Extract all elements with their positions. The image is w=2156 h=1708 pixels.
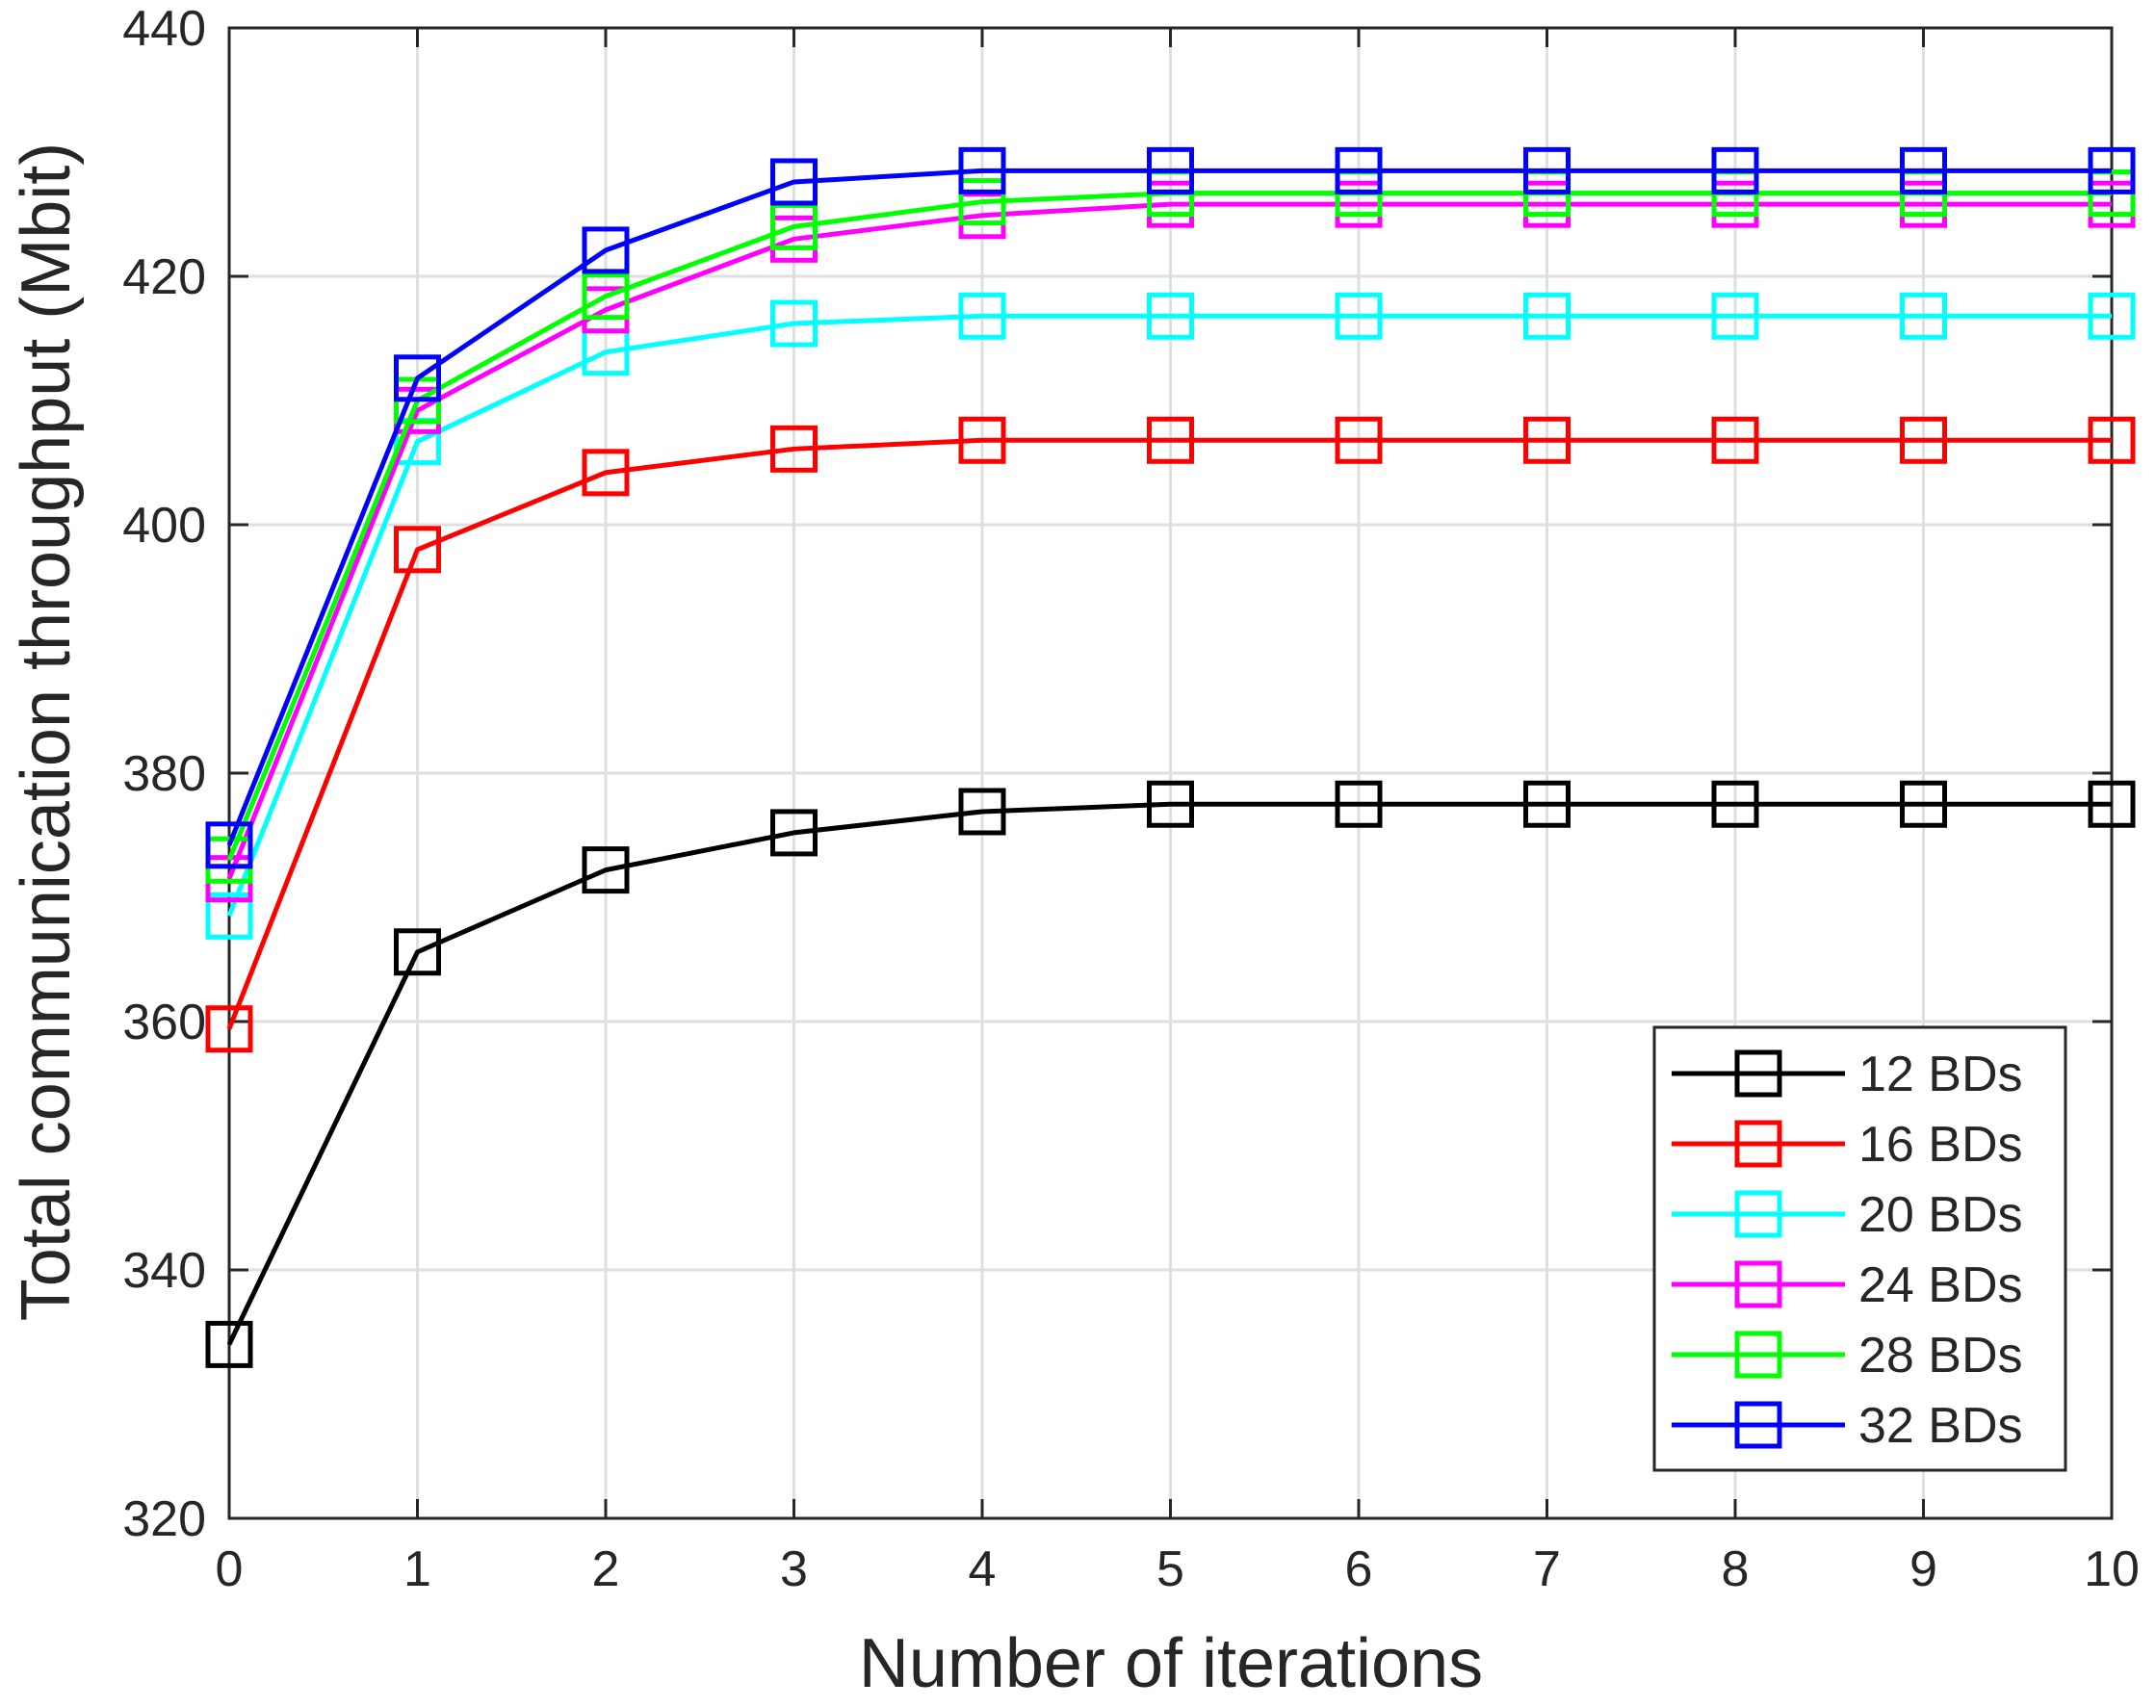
y-tick-label: 360: [122, 995, 206, 1050]
y-tick-label: 400: [122, 498, 206, 554]
x-tick-label: 3: [780, 1541, 808, 1597]
legend-entry-28-bds: 28 BDs: [1672, 1328, 2023, 1384]
data-series: [205, 146, 2136, 1368]
data-point-12-bds: [958, 788, 1006, 836]
series-16-bds: [205, 416, 2136, 1053]
x-tick-label: 8: [1722, 1541, 1750, 1597]
data-point-20-bds: [958, 292, 1006, 340]
axis-ticks: 0 1 2 3 4 5 6 7 8 9 10 320 340 360 380 400 420 440: [122, 1, 2140, 1597]
data-point-16-bds: [1147, 416, 1194, 464]
data-point-12-bds: [205, 1320, 253, 1368]
data-point-12-bds: [1711, 780, 1759, 828]
data-point-32-bds: [394, 354, 441, 402]
data-point-16-bds: [958, 416, 1006, 464]
data-point-16-bds: [1335, 416, 1383, 464]
series-line-12-bds: [226, 801, 2112, 1346]
data-point-16-bds: [205, 1005, 253, 1053]
data-point-12-bds: [1335, 780, 1383, 828]
legend-box: [1652, 1025, 2067, 1472]
y-tick-label: 340: [122, 1243, 206, 1299]
data-point-12-bds: [770, 809, 818, 857]
y-tick-label: 420: [122, 249, 206, 305]
data-point-32-bds: [770, 158, 818, 206]
data-point-16-bds: [1523, 416, 1571, 464]
x-tick-label: 5: [1156, 1541, 1184, 1597]
series-12-bds: [205, 780, 2136, 1368]
legend-entry-16-bds: 16 BDs: [1672, 1117, 2023, 1173]
data-point-20-bds: [1147, 292, 1194, 340]
data-point-32-bds: [1711, 146, 1759, 194]
y-axis-title: Total communication throughput (Mbit): [8, 142, 85, 1322]
data-point-32-bds: [1335, 146, 1383, 194]
data-point-20-bds: [1335, 292, 1383, 340]
legend-marker-16-bds: [1734, 1120, 1782, 1168]
series-32-bds: [205, 146, 2136, 869]
legend-label-12-bds: 12 BDs: [1858, 1047, 2023, 1102]
legend-marker-20-bds: [1734, 1190, 1782, 1238]
y-tick-label: 380: [122, 746, 206, 802]
data-point-12-bds: [2088, 780, 2136, 828]
data-point-32-bds: [1147, 146, 1194, 194]
x-tick-label: 0: [216, 1541, 244, 1597]
data-point-20-bds: [1523, 292, 1571, 340]
legend-label-24-bds: 24 BDs: [1858, 1257, 2023, 1313]
legend-marker-24-bds: [1734, 1260, 1782, 1308]
legend-entry-24-bds: 24 BDs: [1672, 1257, 2023, 1313]
x-tick-label: 9: [1909, 1541, 1937, 1597]
data-point-16-bds: [394, 526, 441, 574]
x-tick-label: 6: [1345, 1541, 1373, 1597]
data-point-32-bds: [2088, 146, 2136, 194]
legend-label-32-bds: 32 BDs: [1858, 1398, 2023, 1454]
data-point-28-bds: [958, 178, 1006, 226]
series-line-16-bds: [226, 437, 2112, 1030]
data-point-20-bds: [770, 299, 818, 348]
data-point-12-bds: [582, 846, 630, 894]
data-point-32-bds: [1900, 146, 1947, 194]
legend-marker-32-bds: [1734, 1401, 1782, 1449]
series-line-20-bds: [226, 313, 2112, 918]
data-point-12-bds: [1523, 780, 1571, 828]
data-point-20-bds: [205, 892, 253, 940]
legend-entry-20-bds: 20 BDs: [1672, 1187, 2023, 1243]
legend-label-28-bds: 28 BDs: [1858, 1328, 2023, 1384]
series-line-24-bds: [226, 201, 2112, 880]
legend-entry-32-bds: 32 BDs: [1672, 1398, 2023, 1454]
data-point-16-bds: [582, 449, 630, 497]
x-tick-label: 7: [1533, 1541, 1561, 1597]
data-point-32-bds: [205, 821, 253, 869]
legend-marker-28-bds: [1734, 1331, 1782, 1379]
legend-marker-12-bds: [1734, 1049, 1782, 1098]
legend-label-16-bds: 16 BDs: [1858, 1117, 2023, 1173]
data-point-16-bds: [1900, 416, 1947, 464]
series-line-32-bds: [226, 168, 2112, 846]
y-tick-label: 440: [122, 1, 206, 57]
legend-entry-12-bds: 12 BDs: [1672, 1047, 2023, 1102]
series-20-bds: [205, 292, 2136, 940]
legend-label-20-bds: 20 BDs: [1858, 1187, 2023, 1243]
data-point-20-bds: [2088, 292, 2136, 340]
x-tick-label: 10: [2084, 1541, 2140, 1597]
data-point-16-bds: [2088, 416, 2136, 464]
legend: 12 BDs 16 BDs 20 BDs 24 BDs 28 BDs 32 BDs: [1652, 1025, 2067, 1472]
y-tick-label: 320: [122, 1491, 206, 1547]
data-point-16-bds: [1711, 416, 1759, 464]
data-point-32-bds: [958, 146, 1006, 194]
x-tick-label: 2: [592, 1541, 620, 1597]
data-point-16-bds: [770, 425, 818, 473]
data-point-12-bds: [394, 928, 441, 976]
data-point-32-bds: [582, 226, 630, 274]
x-tick-label: 4: [969, 1541, 997, 1597]
data-point-20-bds: [1711, 292, 1759, 340]
data-point-20-bds: [1900, 292, 1947, 340]
x-tick-label: 1: [403, 1541, 431, 1597]
data-point-12-bds: [1900, 780, 1947, 828]
data-point-32-bds: [1523, 146, 1571, 194]
data-point-28-bds: [582, 272, 630, 321]
data-point-12-bds: [1147, 780, 1194, 828]
x-axis-title: Number of iterations: [859, 1625, 1483, 1702]
